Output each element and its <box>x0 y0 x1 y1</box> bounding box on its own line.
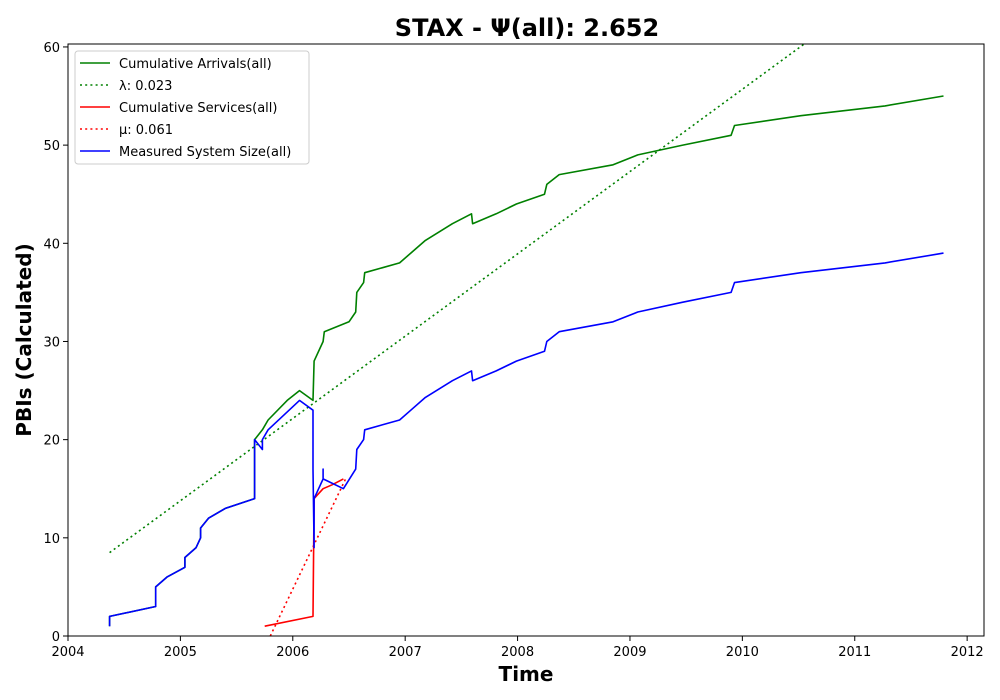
y-tick-label-2: 20 <box>43 434 60 449</box>
legend-box <box>74 50 310 165</box>
x-tick-label-1: 2005 <box>164 645 197 660</box>
x-tick-label-0: 2004 <box>51 645 84 660</box>
x-axis-title: Time <box>499 662 554 686</box>
y-tick-label-6: 60 <box>43 41 60 56</box>
series-line-2 <box>264 478 344 627</box>
legend-label-2: Cumulative Services(all) <box>119 101 277 116</box>
x-tick-label-4: 2008 <box>501 645 534 660</box>
series-line-4 <box>108 252 944 627</box>
ticks-layer: 2004 2005 2006 2007 2008 2009 2010 2011 2012 0 10 2… <box>43 41 983 660</box>
legend-label-4: Measured System Size(all) <box>119 145 291 160</box>
x-tick-label-5: 2009 <box>613 645 646 660</box>
x-tick-label-6: 2010 <box>726 645 759 660</box>
y-tick-label-4: 40 <box>43 237 60 252</box>
y-tick-label-5: 50 <box>43 139 60 154</box>
legend-label-1: λ: 0.023 <box>119 79 172 94</box>
y-tick-label-1: 10 <box>43 532 60 547</box>
y-axis-title: PBIs (Calculated) <box>12 243 36 436</box>
series-layer <box>108 43 944 637</box>
x-tick-label-7: 2011 <box>838 645 871 660</box>
x-tick-label-3: 2007 <box>389 645 422 660</box>
x-tick-label-2: 2006 <box>276 645 309 660</box>
chart-title: STAX - Ψ(all): 2.652 <box>395 14 659 42</box>
y-tick-label-0: 0 <box>52 630 60 645</box>
legend: Cumulative Arrivals(all) λ: 0.023 Cumulati… <box>74 50 310 165</box>
y-tick-label-3: 30 <box>43 335 60 350</box>
plot-frame <box>67 43 985 637</box>
series-line-3 <box>269 478 347 637</box>
legend-entries: Cumulative Arrivals(all) λ: 0.023 Cumulati… <box>80 57 291 160</box>
legend-label-0: Cumulative Arrivals(all) <box>119 57 272 72</box>
series-line-0 <box>108 95 944 627</box>
x-tick-label-8: 2012 <box>951 645 984 660</box>
legend-label-3: μ: 0.061 <box>119 123 173 138</box>
